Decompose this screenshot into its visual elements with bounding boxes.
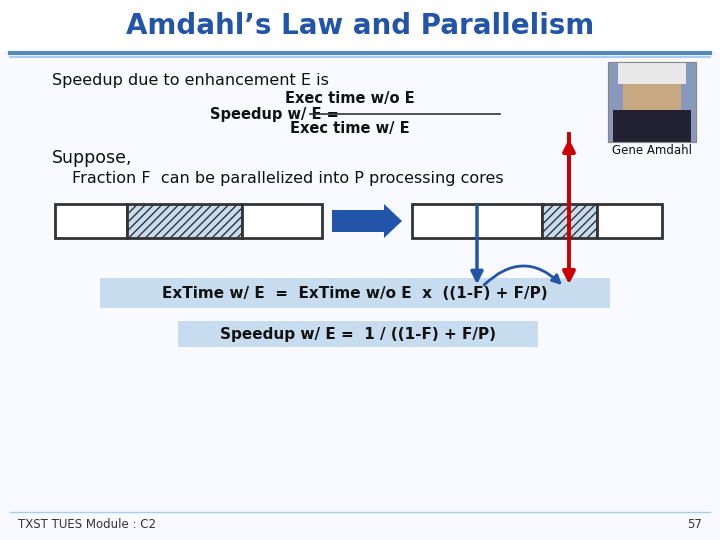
Text: Fraction F  can be parallelized into P processing cores: Fraction F can be parallelized into P pr… [72, 171, 503, 186]
Bar [608, 62, 696, 142]
Bar [127, 204, 242, 238]
FancyArrow shape [332, 204, 402, 238]
Text: Speedup w/ E =: Speedup w/ E = [210, 106, 338, 122]
Bar [0, 0, 720, 52]
Text: Exec time w/ E: Exec time w/ E [290, 122, 410, 137]
Text: Speedup w/ E =  1 / ((1-F) + F/P): Speedup w/ E = 1 / ((1-F) + F/P) [220, 327, 496, 341]
Bar [55, 204, 127, 238]
FancyBboxPatch shape [100, 278, 610, 308]
Text: Exec time w/o E: Exec time w/o E [285, 91, 415, 106]
Text: ExTime w/ E  =  ExTime w/o E  x  ((1-F) + F/P): ExTime w/ E = ExTime w/o E x ((1-F) + F/… [162, 286, 548, 300]
Text: Suppose,: Suppose, [52, 149, 132, 167]
Bar [613, 110, 691, 142]
Bar [608, 62, 696, 142]
Text: Gene Amdahl: Gene Amdahl [612, 145, 692, 158]
Bar [542, 204, 597, 238]
Bar [597, 204, 662, 238]
Bar [618, 62, 686, 84]
Text: Amdahl’s Law and Parallelism: Amdahl’s Law and Parallelism [126, 12, 594, 40]
Bar [623, 70, 681, 112]
Text: TXST TUES Module : C2: TXST TUES Module : C2 [18, 517, 156, 530]
Bar [242, 204, 322, 238]
Text: 57: 57 [687, 517, 702, 530]
Text: Speedup due to enhancement E is: Speedup due to enhancement E is [52, 72, 329, 87]
Bar [412, 204, 542, 238]
FancyBboxPatch shape [178, 321, 538, 347]
